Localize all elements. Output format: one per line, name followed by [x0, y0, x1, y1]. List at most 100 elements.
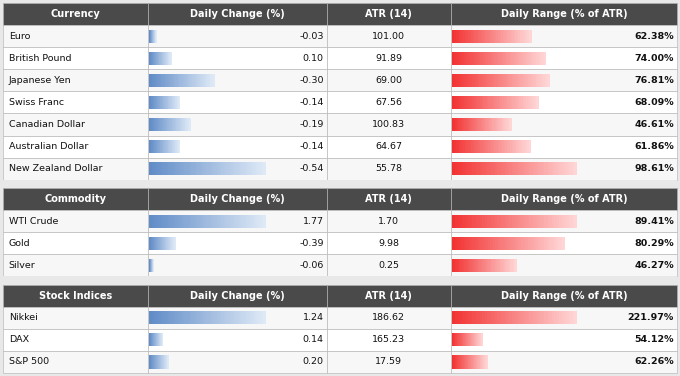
Bar [451, 114, 677, 135]
Bar [520, 237, 522, 250]
Text: ATR (14): ATR (14) [365, 194, 412, 204]
Bar [326, 351, 451, 373]
Bar [483, 237, 486, 250]
Bar [465, 333, 466, 346]
Bar [150, 259, 151, 272]
Bar [167, 96, 168, 109]
Bar [500, 259, 502, 272]
Bar [534, 96, 537, 109]
Bar [158, 333, 159, 346]
Bar [499, 52, 502, 65]
Bar [574, 311, 577, 324]
Bar [164, 118, 166, 131]
Bar [518, 74, 521, 87]
Bar [171, 237, 172, 250]
Bar [523, 96, 525, 109]
Bar [504, 259, 506, 272]
Bar [476, 29, 478, 43]
Text: -0.14: -0.14 [299, 142, 324, 151]
Bar [326, 188, 451, 210]
Bar [242, 311, 245, 324]
Bar [489, 118, 491, 131]
Bar [240, 162, 243, 175]
Bar [481, 333, 482, 346]
Bar [150, 52, 152, 65]
Bar [160, 333, 161, 346]
Bar [156, 333, 157, 346]
Text: 100.83: 100.83 [372, 120, 405, 129]
Bar [488, 29, 491, 43]
Bar [150, 237, 151, 250]
Bar [549, 311, 552, 324]
Bar [509, 162, 513, 175]
Bar [151, 355, 152, 368]
Bar [526, 74, 528, 87]
Bar [150, 29, 151, 43]
Bar [150, 96, 151, 109]
Bar [219, 214, 222, 228]
Bar [242, 162, 245, 175]
Bar [557, 162, 560, 175]
Bar [165, 140, 166, 153]
Bar [326, 91, 451, 114]
Bar [470, 74, 473, 87]
Bar [475, 74, 478, 87]
Bar [233, 214, 236, 228]
Bar [254, 162, 257, 175]
Bar [203, 74, 204, 87]
Bar [3, 69, 148, 91]
Bar [222, 162, 224, 175]
Bar [494, 214, 498, 228]
Bar [497, 214, 500, 228]
Bar [154, 118, 156, 131]
Bar [459, 237, 462, 250]
Bar [152, 162, 155, 175]
Bar [456, 140, 458, 153]
Bar [465, 162, 468, 175]
Bar [528, 96, 530, 109]
Bar [153, 29, 154, 43]
Bar [532, 74, 534, 87]
Bar [168, 118, 170, 131]
Bar [476, 333, 477, 346]
Bar [562, 237, 564, 250]
Bar [455, 162, 458, 175]
Bar [527, 140, 529, 153]
Bar [455, 311, 458, 324]
Bar [527, 311, 530, 324]
Bar [187, 74, 189, 87]
Bar [486, 52, 488, 65]
Bar [527, 214, 530, 228]
Bar [169, 118, 171, 131]
Bar [466, 96, 469, 109]
Bar [465, 355, 466, 368]
Bar [152, 259, 153, 272]
Bar [150, 333, 151, 346]
Bar [479, 355, 480, 368]
Bar [156, 140, 157, 153]
Bar [532, 52, 535, 65]
Bar [462, 311, 466, 324]
Bar [165, 237, 167, 250]
Bar [486, 118, 488, 131]
Bar [494, 96, 496, 109]
Bar [169, 74, 171, 87]
Bar [464, 29, 466, 43]
Bar [198, 311, 201, 324]
Bar [544, 214, 547, 228]
Bar [452, 214, 456, 228]
Bar [205, 311, 208, 324]
Bar [152, 29, 153, 43]
Bar [562, 311, 565, 324]
Bar [478, 355, 479, 368]
Bar [150, 259, 151, 272]
Bar [482, 214, 486, 228]
Bar [158, 333, 159, 346]
Text: 186.62: 186.62 [373, 313, 405, 322]
Bar [532, 237, 536, 250]
Bar [157, 140, 158, 153]
Bar [153, 259, 154, 272]
Bar [500, 311, 503, 324]
Bar [455, 333, 456, 346]
Text: ATR (14): ATR (14) [365, 291, 412, 301]
